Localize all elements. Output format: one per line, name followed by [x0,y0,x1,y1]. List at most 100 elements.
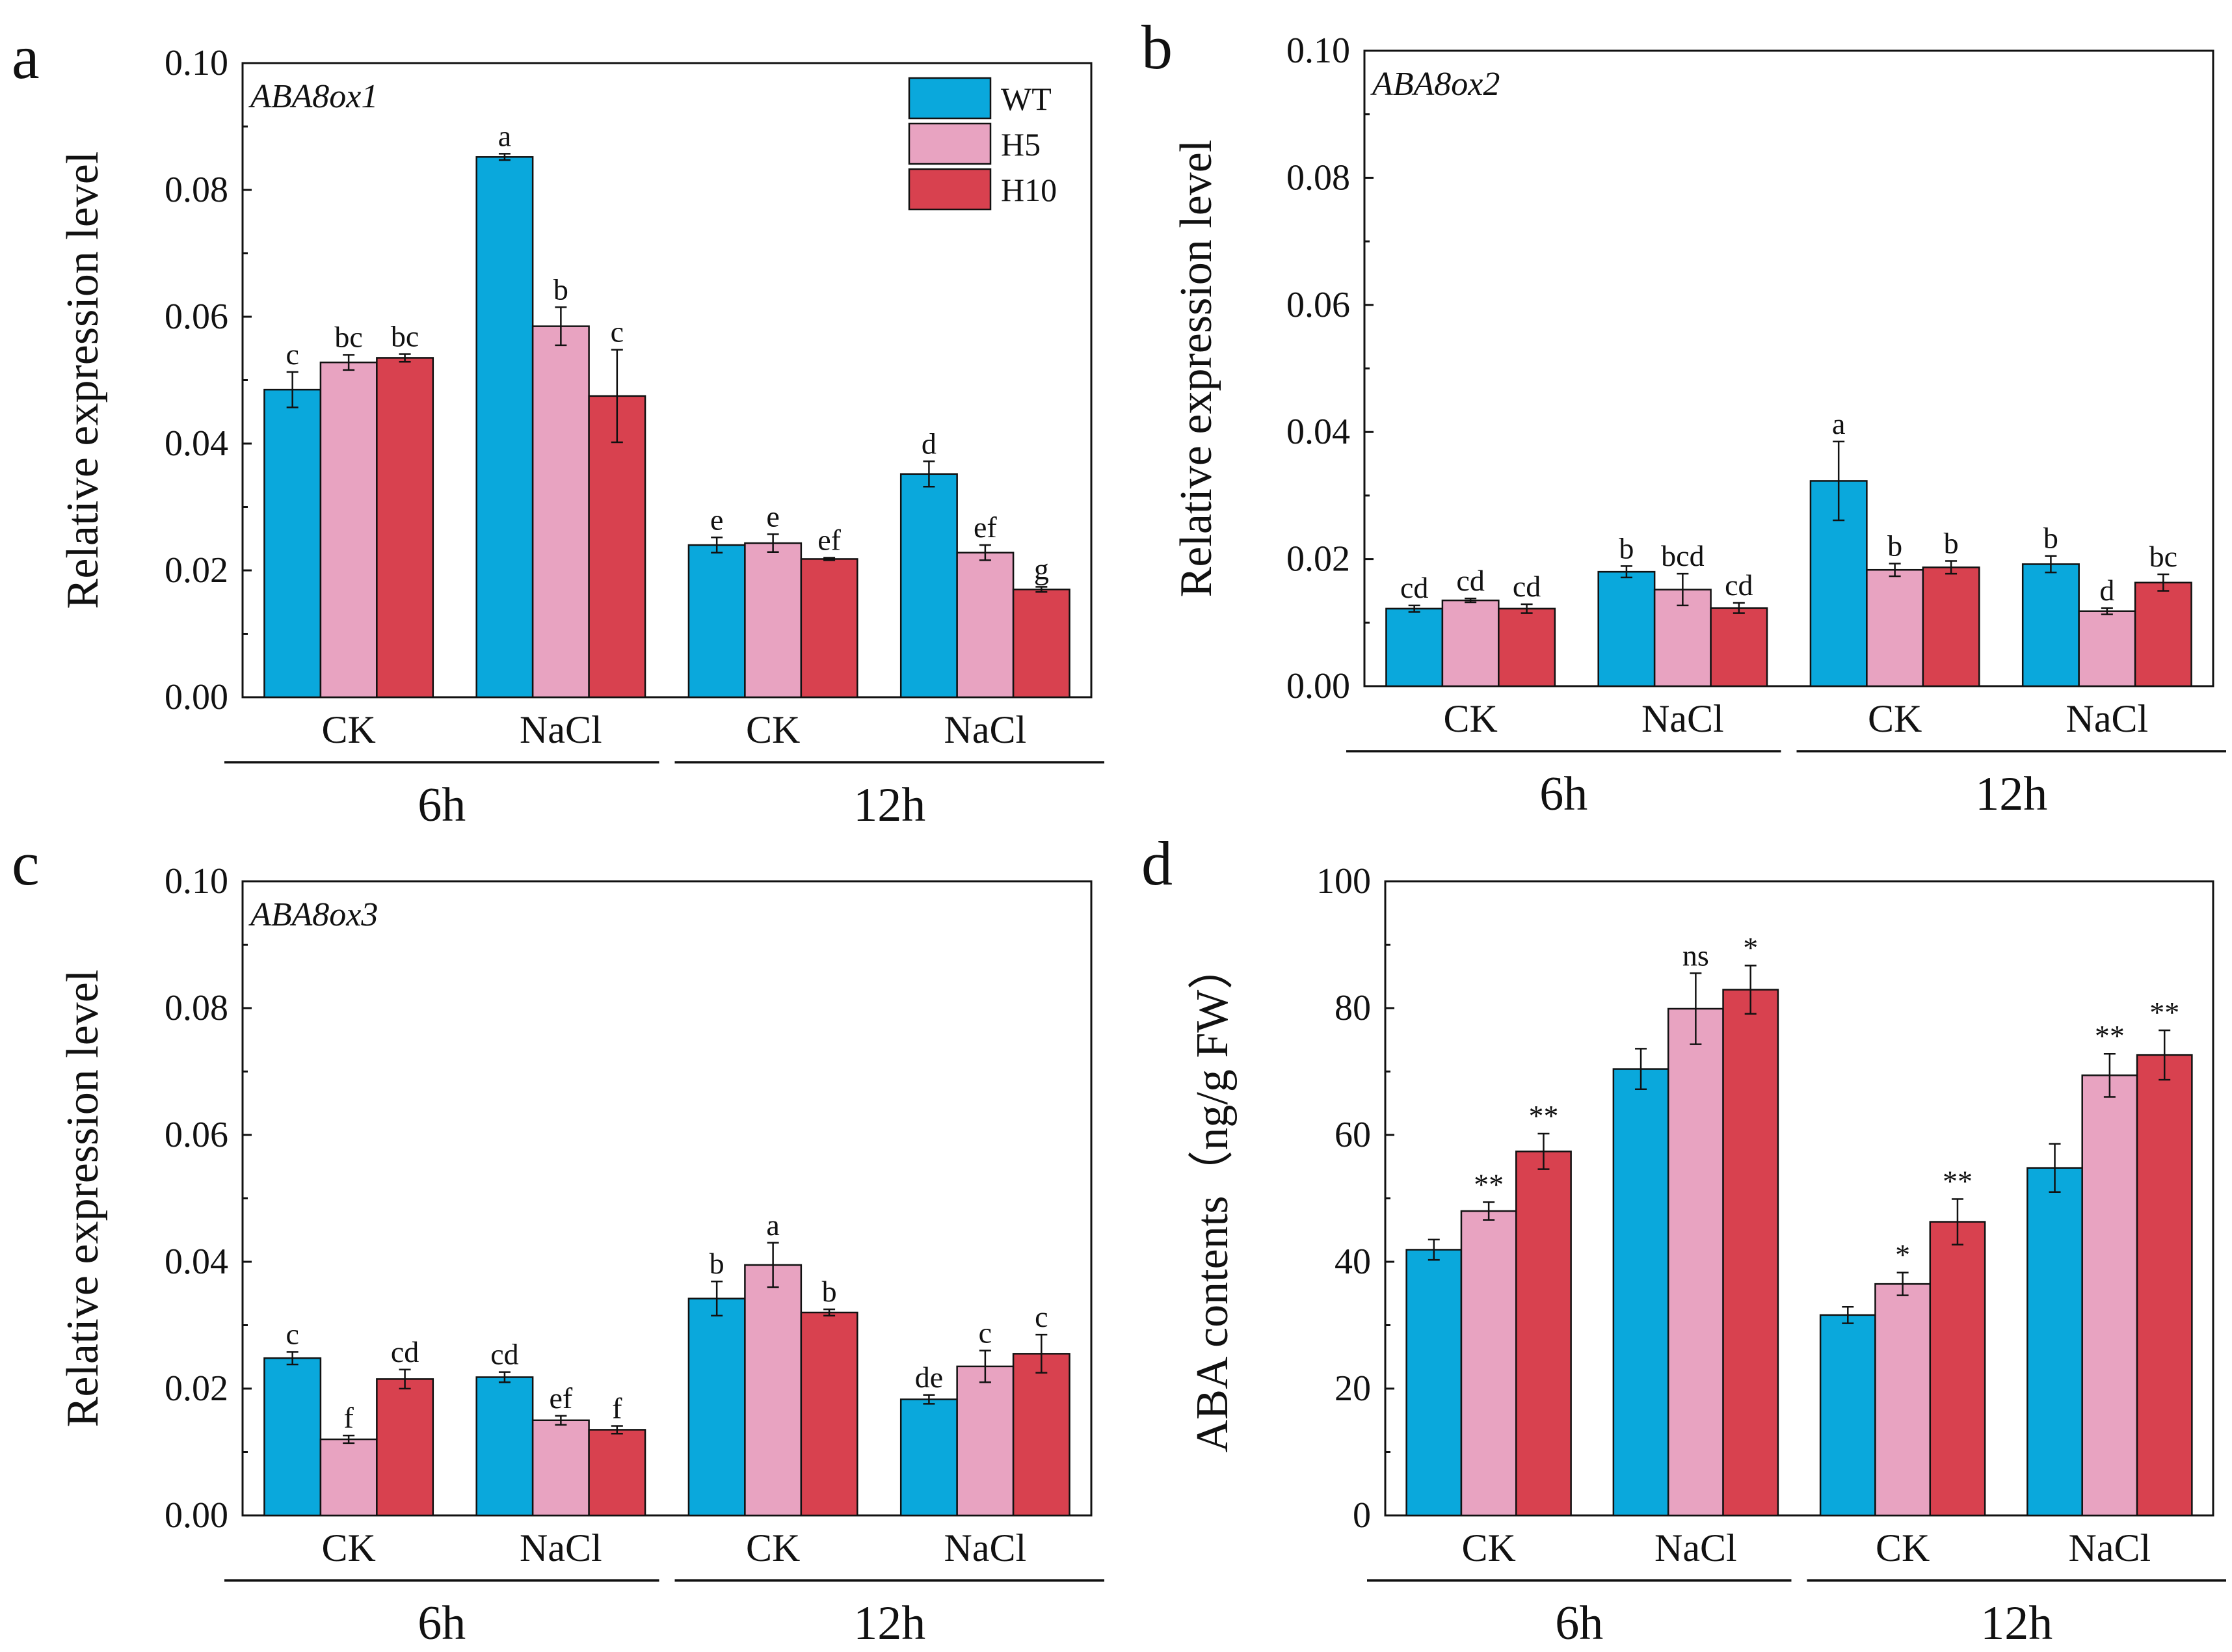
significance-label: c [286,338,299,371]
gene-name: ABA8ox3 [248,896,378,933]
bar-h10 [1515,1151,1572,1517]
y-tick-label: 0.10 [1286,31,1350,71]
significance-label: c [1035,1300,1048,1333]
bar-h5 [744,1264,803,1517]
bar-wt [1819,1314,1876,1517]
bar-h5 [1441,599,1500,687]
significance-label: a [498,119,511,152]
significance-label: g [1034,552,1049,585]
bar-wt [2026,1167,2083,1517]
category-label: NaCl [2066,697,2149,740]
y-axis-label: ABA contents（ng/g FW） [1188,944,1238,1453]
significance-label: ** [2095,1019,2125,1052]
significance-label: cd [1725,568,1753,602]
y-tick-label: 0.02 [165,1368,228,1409]
bar-wt [1405,1249,1463,1517]
category-label: CK [746,1526,800,1569]
bar-h5 [956,1365,1015,1517]
significance-label: d [922,427,937,460]
gene-name: ABA8ox2 [1370,66,1500,103]
bar-h10 [800,1311,858,1517]
y-tick-label: 40 [1335,1242,1371,1282]
bar-h10 [1922,566,1980,687]
bar-h10 [588,1429,646,1517]
bar-h10 [376,1378,434,1517]
significance-label: a [1832,407,1845,440]
time-group-label: 6h [418,1597,466,1650]
significance-label: ** [1528,1099,1558,1132]
significance-label: b [1944,527,1959,560]
significance-label: e [710,503,723,536]
legend-label: H5 [1001,126,1041,163]
bar-h5 [531,325,590,699]
bar-h5 [1874,1283,1932,1517]
significance-label: b [553,273,568,306]
time-group-label: 12h [853,1597,925,1650]
significance-label: bc [334,321,362,354]
y-tick-label: 0 [1353,1495,1371,1536]
bar-h10 [800,558,858,699]
bar-h10 [1498,607,1556,687]
time-group-label: 6h [1539,767,1588,821]
significance-label: c [286,1317,299,1350]
panel-letter: d [1141,829,1173,898]
significance-label: f [612,1392,622,1425]
bar-h5 [1866,568,1924,687]
significance-label: ** [1474,1167,1504,1201]
significance-label: d [2099,574,2114,607]
significance-label: * [1895,1238,1910,1272]
significance-label: cd [1400,571,1428,604]
time-group-label: 12h [1975,767,2047,821]
y-axis-label: Relative expression level [58,152,108,609]
bar-h5 [1667,1007,1724,1517]
significance-label: e [766,500,779,533]
bar-h5 [531,1419,590,1517]
significance-label: a [766,1208,779,1242]
y-tick-label: 0.06 [1286,285,1350,325]
significance-label: ef [550,1381,573,1415]
category-label: NaCl [944,708,1027,751]
bar-wt [1385,607,1444,687]
significance-label: bc [391,320,419,353]
significance-label: b [1887,529,1902,562]
panel-c: 0.00 0.02 0.04 0.06 0.08 0.10 Relative express… [12,829,1104,1650]
significance-label: ef [817,524,841,557]
y-tick-label: 0.04 [1286,412,1350,452]
bar-wt [899,1398,958,1517]
y-tick-label: 0.04 [165,1242,228,1282]
bar-wt [2021,563,2080,687]
category-label: CK [1876,1526,1930,1569]
significance-label: b [822,1275,837,1308]
significance-label: f [343,1401,354,1434]
bar-h10 [1929,1221,1986,1517]
significance-label: ** [2149,996,2179,1029]
bar-wt [899,473,958,699]
bar-h10 [2136,1054,2193,1517]
bar-h10 [376,357,434,699]
bar-wt [687,544,746,699]
significance-label: cd [1513,570,1541,603]
significance-label: cd [391,1335,419,1368]
plot-frame [1363,49,2214,687]
y-axis-label: Relative expression level [1171,140,1221,598]
category-label: NaCl [520,1526,602,1569]
bar-h5 [319,1438,378,1517]
bar-h5 [744,542,803,699]
significance-label: c [979,1316,992,1350]
bar-h10 [588,395,646,699]
significance-label: cd [1456,564,1484,597]
significance-label: * [1743,931,1758,965]
bar-h10 [2134,581,2192,687]
y-tick-label: 0.06 [165,297,228,337]
time-group-label: 6h [1555,1597,1603,1650]
y-tick-label: 0.02 [165,550,228,591]
category-label: NaCl [1654,1526,1737,1569]
category-label: NaCl [1641,697,1724,740]
bar-h5 [1460,1210,1517,1517]
y-tick-label: 0.00 [1286,666,1350,706]
bar-h5 [2078,610,2136,687]
category-label: CK [1461,1526,1515,1569]
y-tick-label: 0.00 [165,677,228,717]
bar-wt [1597,570,1656,687]
